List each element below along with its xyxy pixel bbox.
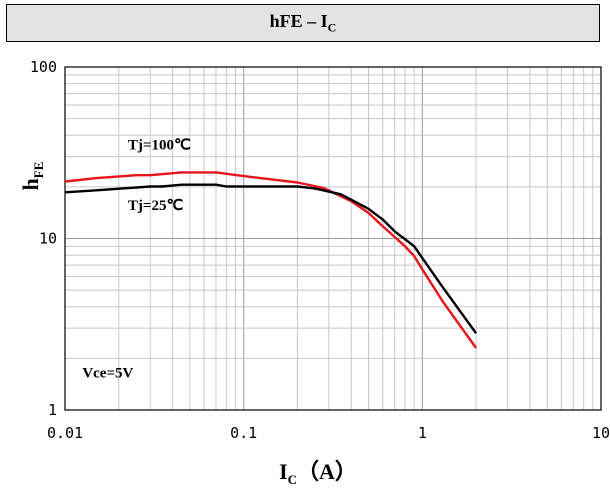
series-line-tj100	[64, 171, 478, 349]
annotation-label: Vce=5V	[82, 365, 133, 381]
x-tick-label: 1	[418, 424, 427, 442]
series-lines	[64, 171, 478, 349]
grid-lines	[65, 67, 601, 410]
y-axis-label: hFE	[18, 162, 46, 191]
x-tick-label: 10	[592, 424, 610, 442]
y-tick-label: 100	[30, 58, 57, 76]
annotation-label: Tj=100℃	[128, 138, 191, 154]
x-axis-label: IC（A）	[279, 459, 357, 487]
series-line-tj25	[64, 183, 478, 335]
x-tick-label: 0.01	[47, 424, 83, 442]
annotations: Tj=100℃ Tj=25℃ Vce=5V	[82, 138, 191, 382]
annotation-label: Tj=25℃	[128, 198, 184, 214]
y-tick-label: 10	[39, 230, 57, 248]
y-tick-label: 1	[48, 401, 57, 419]
x-tick-label: 0.1	[230, 424, 257, 442]
chart-title-box: hFE – IC	[6, 4, 600, 42]
chart-title: hFE – IC	[269, 10, 337, 35]
tick-labels: 0.01 0.1 1 10 100 10 1	[30, 58, 610, 442]
plot-frame	[64, 66, 602, 411]
